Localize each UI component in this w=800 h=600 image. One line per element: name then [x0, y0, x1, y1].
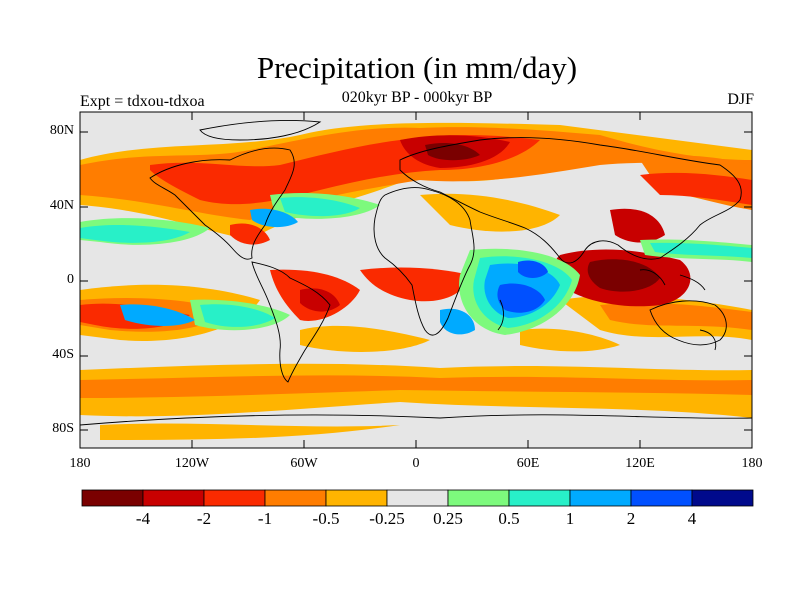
lon-label-0: 0	[412, 456, 420, 471]
very-strong-increase-regions	[497, 260, 548, 313]
colorbar-swatch	[630, 489, 693, 507]
colorbar-swatch	[264, 489, 327, 507]
map-subtitle: 020kyr BP - 000kyr BP	[341, 89, 493, 106]
map-title: Precipitation (in mm/day)	[256, 50, 578, 85]
colorbar-label: -4	[135, 509, 151, 528]
lat-label-80n: 80N	[49, 123, 74, 138]
colorbar-label: -2	[196, 509, 212, 528]
colorbar-swatch	[203, 489, 266, 507]
lat-label-80s: 80S	[52, 421, 74, 436]
lon-tick-marks	[191, 112, 641, 448]
colorbar-swatch	[569, 489, 632, 507]
precip-anomaly-field	[80, 112, 752, 448]
colorbar-label: 1	[565, 509, 575, 528]
colorbar-label: -1	[257, 509, 273, 528]
colorbar-swatch	[81, 489, 144, 507]
lon-label-180e: 180	[741, 456, 763, 471]
lon-label-60e: 60E	[516, 456, 540, 471]
colorbar-label: 4	[687, 509, 697, 528]
colorbar	[81, 489, 754, 507]
colorbar-label: 2	[626, 509, 636, 528]
season-label: DJF	[727, 91, 754, 108]
colorbar-swatch	[386, 489, 449, 507]
lat-label-40n: 40N	[49, 198, 74, 213]
colorbar-label: -0.25	[369, 509, 405, 528]
colorbar-label: 0.25	[433, 509, 463, 528]
lon-label-60w: 60W	[290, 456, 318, 471]
lat-tick-marks	[80, 131, 752, 431]
lon-label-120e: 120E	[625, 456, 655, 471]
lon-label-180w: 180	[69, 456, 91, 471]
colorbar-swatch	[142, 489, 205, 507]
colorbar-swatch	[325, 489, 388, 507]
lat-label-0: 0	[67, 272, 74, 287]
coastlines	[80, 119, 752, 426]
lon-label-120w: 120W	[174, 456, 210, 471]
colorbar-swatch	[508, 489, 571, 507]
experiment-label: Expt = tdxou-tdxoa	[80, 93, 205, 110]
colorbar-swatch	[447, 489, 510, 507]
colorbar-label: 0.5	[498, 509, 520, 528]
colorbar-swatch	[691, 489, 754, 507]
lat-label-40s: 40S	[52, 347, 74, 362]
colorbar-label: -0.5	[312, 509, 340, 528]
